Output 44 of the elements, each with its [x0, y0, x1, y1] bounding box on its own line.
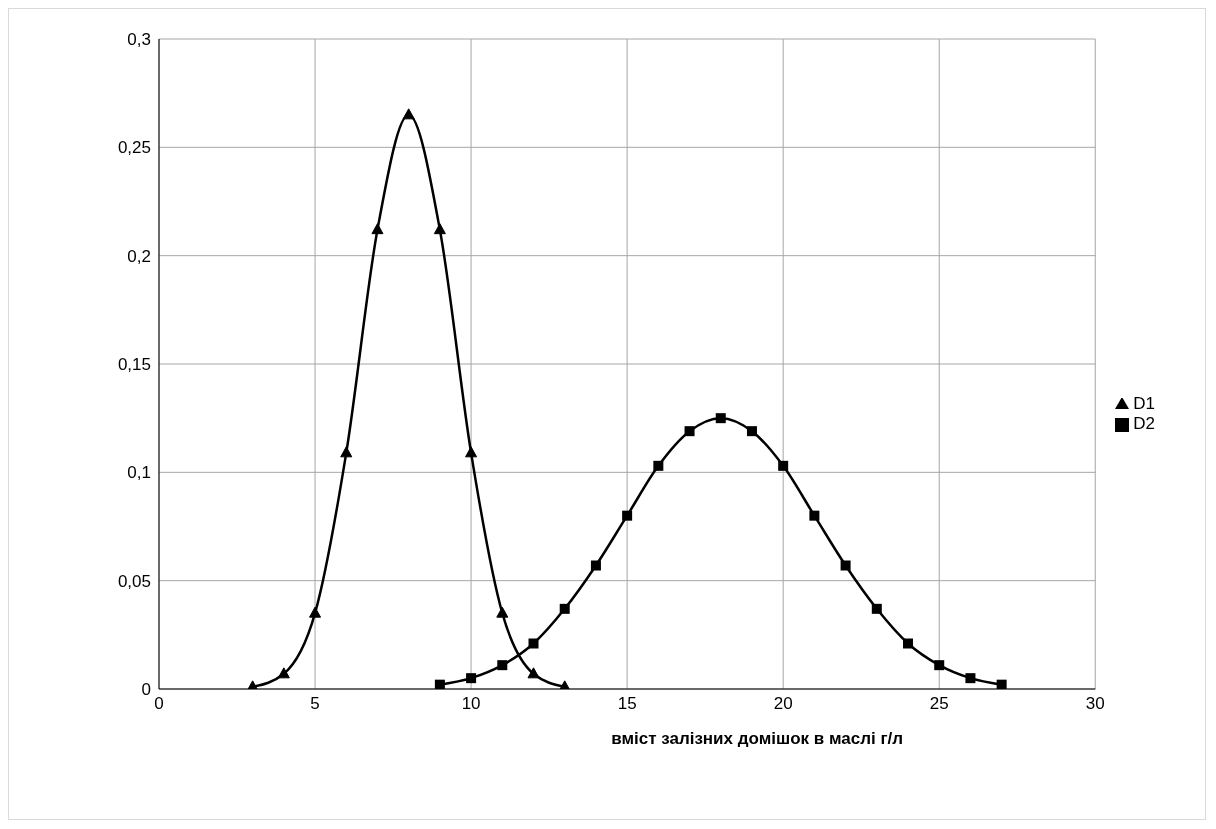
y-tick-label: 0,15 [117, 355, 151, 375]
x-tick-label: 15 [617, 694, 637, 714]
y-tick-label: 0,3 [127, 30, 151, 50]
point [684, 426, 695, 437]
point [809, 510, 820, 521]
point [402, 108, 415, 120]
point [965, 673, 976, 684]
point [903, 638, 914, 649]
x-tick-label: 10 [461, 694, 481, 714]
point [433, 223, 446, 235]
point [371, 223, 384, 235]
x-tick-label: 20 [773, 694, 793, 714]
x-axis-title: вміст залізних домішок в маслі г/л [611, 729, 904, 748]
y-tick-label: 0,25 [117, 138, 151, 158]
point [746, 426, 757, 437]
point [496, 606, 509, 618]
point [466, 673, 477, 684]
point [590, 560, 601, 571]
point [840, 560, 851, 571]
x-tick-label: 30 [1085, 694, 1105, 714]
point [559, 603, 570, 614]
y-tick-label: 0,2 [127, 246, 151, 266]
point [340, 446, 353, 458]
point [653, 460, 664, 471]
x-tick-label: 5 [310, 694, 320, 714]
point [996, 679, 1007, 689]
point [715, 413, 726, 424]
y-tick-label: 0 [141, 680, 151, 700]
point [622, 510, 633, 521]
point [309, 606, 322, 618]
point [434, 679, 445, 689]
y-tick-label: 0,05 [117, 571, 151, 591]
x-tick-label: 0 [154, 694, 164, 714]
point [497, 660, 508, 671]
legend-label: D2 [1133, 414, 1155, 433]
point [934, 660, 945, 671]
y-tick-label: 0,1 [127, 463, 151, 483]
x-tick-label: 25 [929, 694, 949, 714]
point [465, 446, 478, 458]
point [871, 603, 882, 614]
point [527, 667, 540, 679]
point [528, 638, 539, 649]
legend-label: D1 [1133, 394, 1155, 413]
point [778, 460, 789, 471]
